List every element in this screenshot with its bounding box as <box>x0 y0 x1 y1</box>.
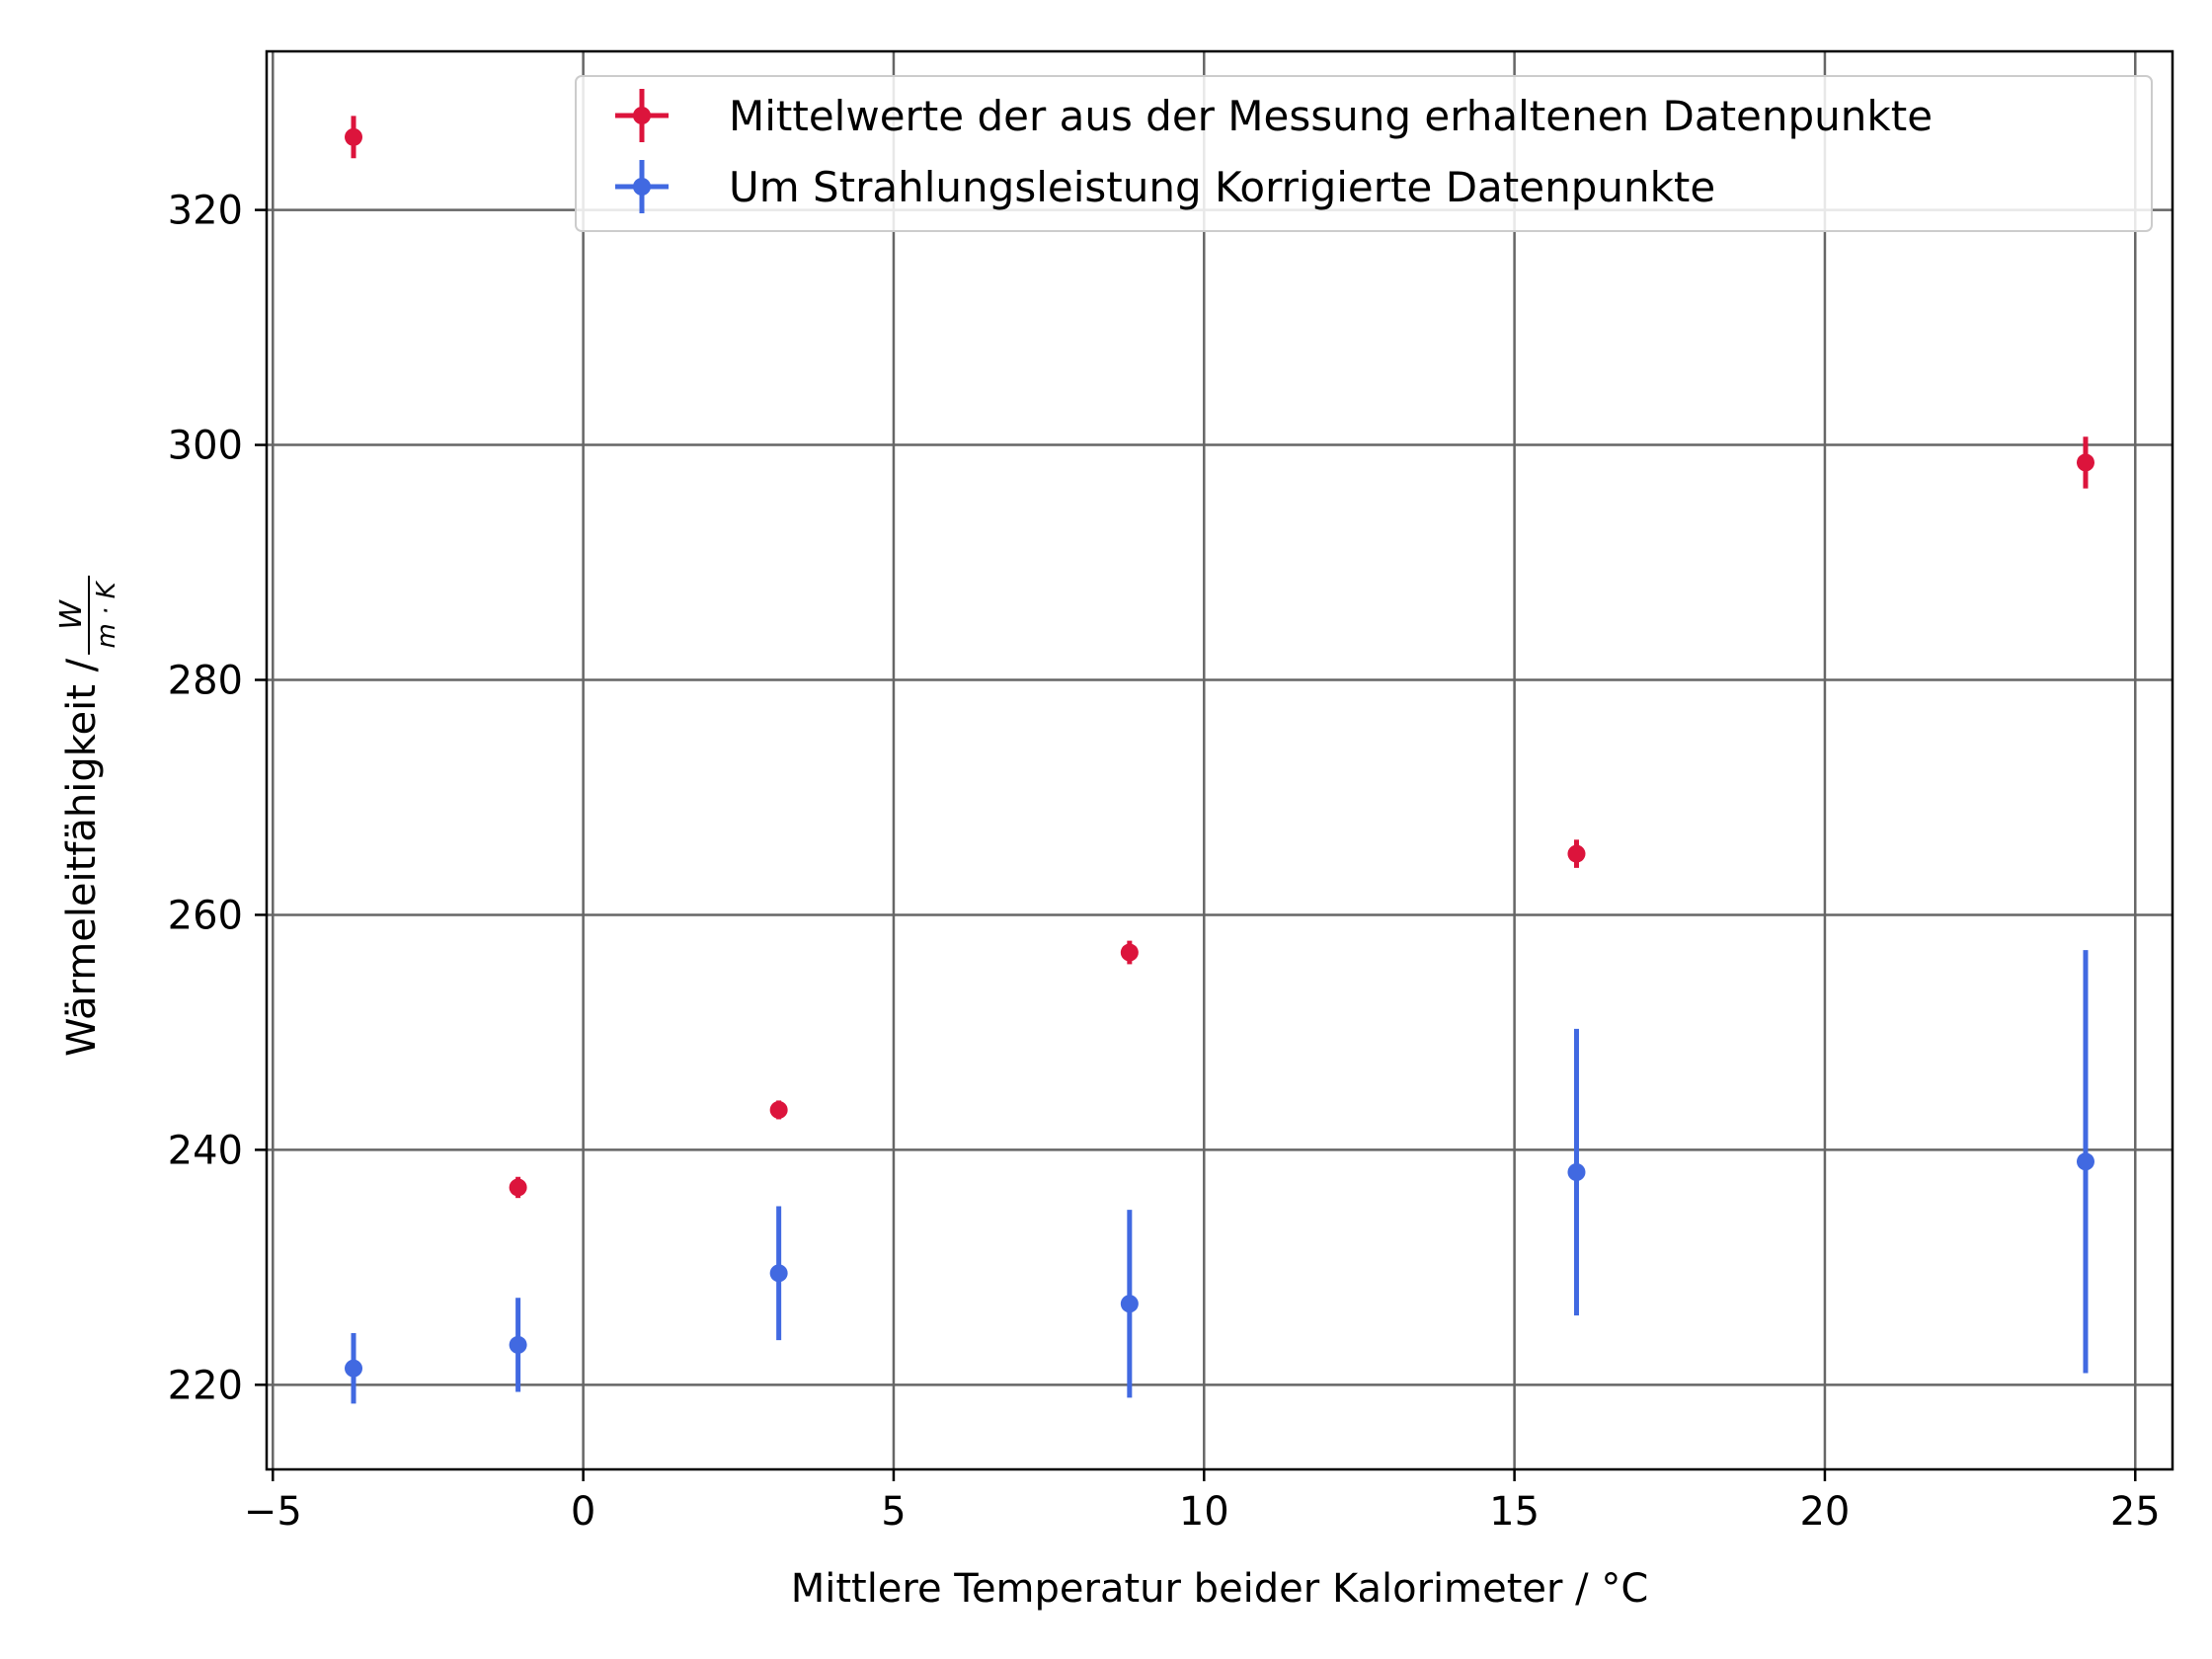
y-tick-label: 240 <box>168 1128 243 1173</box>
measured-data-point <box>2076 453 2094 472</box>
measured-data-point <box>345 127 363 146</box>
y-tick-label: 220 <box>168 1363 243 1408</box>
corrected-data-point <box>1567 1162 1586 1181</box>
x-tick-label: 25 <box>2110 1489 2161 1535</box>
x-axis-label: Mittlere Temperatur beider Kalorimeter /… <box>791 1566 1649 1612</box>
corrected-data-point <box>1120 1295 1139 1313</box>
legend-measured-label: Mittelwerte der aus der Messung erhalten… <box>729 92 1933 140</box>
plot-frame <box>265 49 2174 1471</box>
x-tick-label: −5 <box>244 1489 302 1535</box>
measured-data-point <box>1120 943 1139 962</box>
measured-data-point <box>769 1100 788 1119</box>
x-axis-ticks: −5 0 5 10 15 20 25 <box>244 1469 2161 1535</box>
x-tick-label: 20 <box>1799 1489 1850 1535</box>
y-axis-label: Wärmeleitfähigkeit / W m · K <box>54 575 121 1057</box>
data-points <box>345 127 2094 1378</box>
legend-corrected-label: Um Strahlungsleistung Korrigierte Datenp… <box>729 163 1715 211</box>
x-tick-label: 10 <box>1179 1489 1229 1535</box>
y-tick-label: 300 <box>168 424 243 469</box>
measured-data-point <box>1567 844 1586 863</box>
x-tick-label: 5 <box>881 1489 906 1535</box>
corrected-data-point <box>2076 1152 2094 1171</box>
y-axis-unit-denominator: m · K <box>92 580 121 648</box>
legend-box <box>575 75 2153 232</box>
x-tick-label: 0 <box>571 1489 595 1535</box>
y-tick-label: 320 <box>168 189 243 234</box>
y-tick-label: 260 <box>168 893 243 938</box>
measured-data-point <box>509 1178 527 1197</box>
legend: Mittelwerte der aus der Messung erhalten… <box>575 75 2153 232</box>
y-axis-ticks: 220 240 260 280 300 320 <box>168 189 267 1408</box>
legend-measured-marker <box>633 107 651 124</box>
corrected-data-point <box>769 1264 788 1283</box>
y-axis-label-text: Wärmeleitfähigkeit / <box>59 658 105 1057</box>
y-tick-label: 280 <box>168 659 243 704</box>
legend-corrected-marker <box>633 178 651 196</box>
corrected-data-point <box>509 1335 527 1354</box>
x-tick-label: 15 <box>1489 1489 1540 1535</box>
corrected-data-point <box>345 1359 363 1378</box>
y-axis-unit-numerator: W <box>54 599 89 630</box>
